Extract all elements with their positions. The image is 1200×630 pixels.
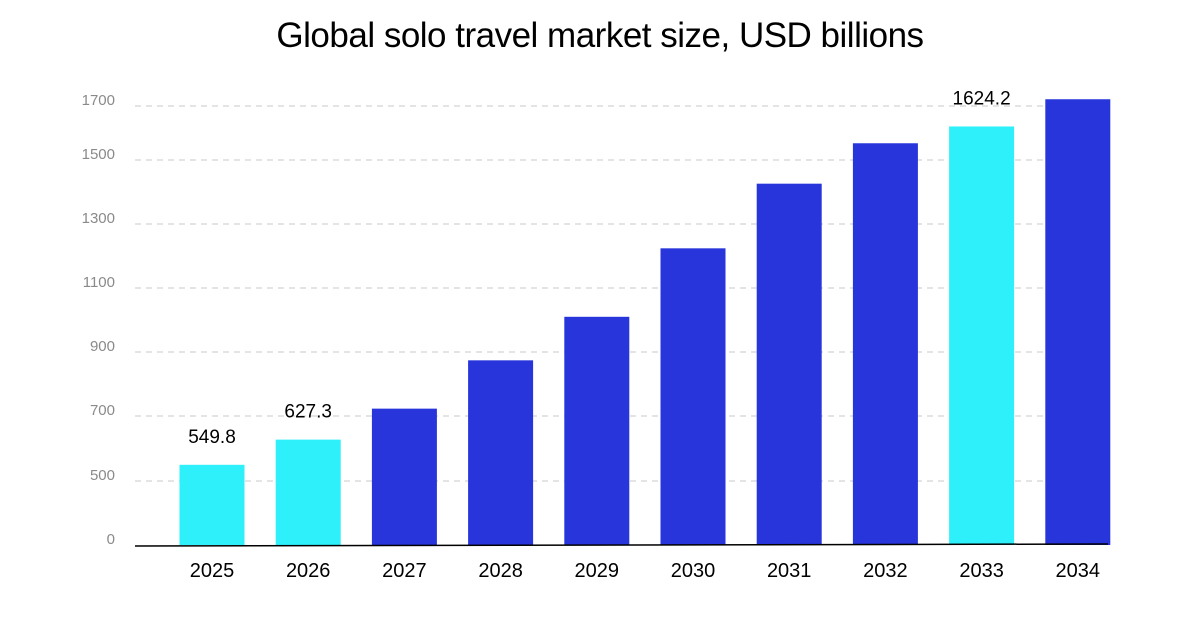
data-label-2025: 549.8 [188,427,236,448]
bar-2026 [275,439,341,545]
bar-2030 [660,248,726,545]
bar-2029 [564,316,630,545]
data-labels: 549.8 627.3 1624.2 [188,88,1010,447]
x-tick-label-2027: 2027 [382,560,427,582]
x-tick-label-2031: 2031 [767,560,812,582]
x-tick-label-2026: 2026 [286,560,331,582]
y-tick-label-1700: 1700 [82,92,115,109]
x-tick-label-2028: 2028 [478,560,523,582]
chart-title: Global solo travel market size, USD bill… [276,16,924,55]
x-tick-label-2030: 2030 [671,560,716,582]
x-tick-label-2033: 2033 [959,560,1004,582]
y-tick-label-1100: 1100 [83,274,115,291]
x-tick-label-2025: 2025 [190,560,235,582]
y-tick-label-1300: 1300 [82,210,115,227]
y-tick-label-900: 900 [90,338,115,355]
bar-2034 [1045,99,1111,545]
bar-2028 [468,360,534,545]
bar-2025 [179,464,245,545]
y-tick-label-500: 500 [90,467,115,484]
x-tick-label-2034: 2034 [1056,560,1101,582]
x-axis-ticks: 2025 2026 2027 2028 2029 2030 2031 2032 2033 2034 [190,560,1100,582]
data-label-2033: 1624.2 [953,88,1011,109]
bar-2033 [949,126,1015,545]
y-tick-label-700: 700 [90,402,115,419]
y-tick-label-0: 0 [107,531,115,548]
bars [179,99,1111,545]
x-axis-line [134,543,1109,547]
y-tick-label-1500: 1500 [82,146,115,163]
bar-2031 [756,183,822,545]
x-tick-label-2032: 2032 [863,560,908,582]
data-label-2026: 627.3 [284,402,332,423]
bar-2027 [371,408,437,545]
bar-2032 [852,143,918,545]
y-axis-ticks: 0 500 700 900 1100 1300 1500 1700 [82,92,115,548]
x-tick-label-2029: 2029 [575,560,620,582]
